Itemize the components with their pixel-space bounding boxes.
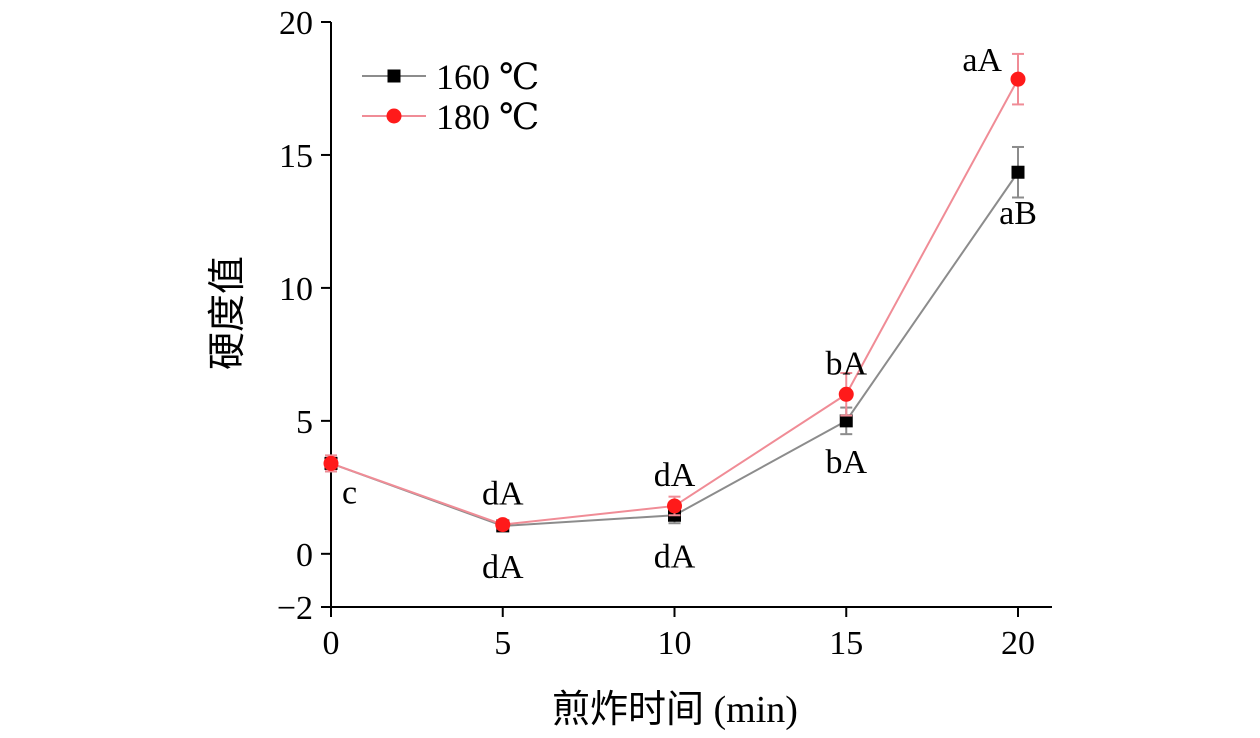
x-tick-label: 0 [323,625,340,662]
y-tick-label: 15 [279,138,313,175]
legend-entry-1: 160 ℃ [362,57,539,97]
x-axis-title: 煎炸时间 (min) [552,689,798,731]
legend-marker [387,69,401,83]
data-label: dA [654,538,696,575]
x-tick-label: 20 [1001,625,1035,662]
x-tick-label: 15 [829,625,863,662]
axes [330,22,1052,608]
legend-entry-2: 180 ℃ [362,97,539,137]
x-tick-label: 5 [494,625,511,662]
y-tick-label: 5 [296,404,313,441]
annotations: c dA dA dA dA bA bA aA aB [342,42,1037,586]
y-tick-label: 20 [279,5,313,42]
series-layer [323,52,1026,533]
data-label: dA [654,457,696,494]
ticks: −2 0 5 10 15 20 0 5 10 15 20 [277,5,1035,662]
series-2 [323,52,1026,533]
data-label: aB [999,195,1037,232]
data-point [667,498,682,514]
legend-marker [386,108,402,124]
y-tick-label: 10 [279,271,313,308]
data-label: dA [482,549,524,586]
data-label: dA [482,476,524,513]
data-label: aA [962,42,1002,79]
legend-label: 180 ℃ [436,97,539,137]
legend-label: 160 ℃ [436,57,539,97]
data-point [1011,165,1025,179]
y-tick-label: −2 [277,590,313,627]
data-point [838,386,854,402]
data-label: c [342,474,357,511]
data-point [839,414,853,428]
data-point [323,455,339,471]
data-point [1010,71,1026,87]
data-point [495,517,511,533]
y-axis-title: 硬度值 [207,256,249,370]
data-label: bA [825,444,867,481]
x-tick-label: 10 [658,625,692,662]
data-label: bA [825,345,867,382]
y-tick-label: 0 [296,537,313,574]
